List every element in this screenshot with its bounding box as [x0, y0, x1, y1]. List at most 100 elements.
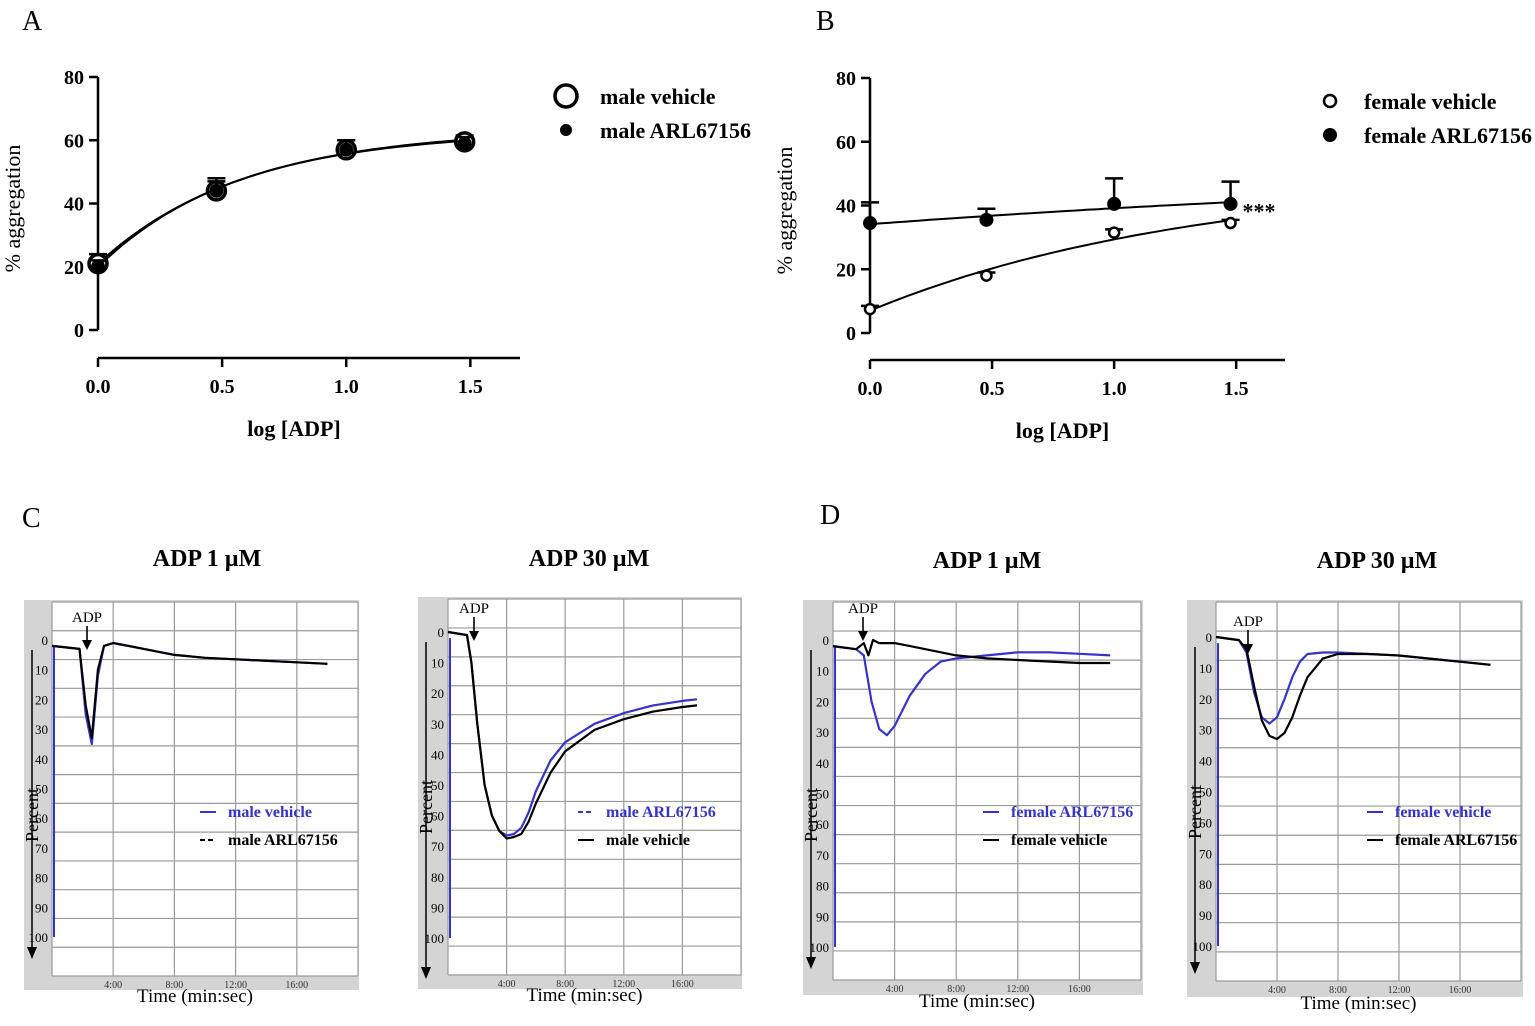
y-axis-label: % aggregation: [772, 147, 797, 275]
y-tick-label: 60: [431, 809, 444, 824]
x-axis-label: Time (min:sec): [137, 986, 253, 1007]
y-tick-label: 70: [35, 841, 48, 856]
y-arrow-head: [27, 947, 37, 959]
y-tick-label: 60: [836, 132, 856, 154]
y-tick-label: 50: [816, 787, 829, 802]
y-tick-label: 90: [1199, 908, 1212, 923]
data-point: [980, 269, 993, 282]
x-tick-label: 16:00: [1449, 985, 1472, 996]
x-axis-label: Time (min:sec): [527, 985, 643, 1006]
y-tick-label: 20: [431, 686, 444, 701]
x-tick-label: 16:00: [1068, 984, 1091, 995]
y-tick-label: 0: [823, 633, 830, 648]
adp-arrow-head: [858, 631, 868, 641]
y-arrow-head: [421, 967, 431, 979]
plot-area: [448, 599, 741, 975]
panel-label-a: A: [22, 6, 43, 37]
adp-arrow-head: [82, 640, 92, 650]
legend-label: male ARL67156: [600, 118, 751, 143]
y-tick-label: 80: [431, 870, 444, 885]
x-tick-label: 1.5: [458, 376, 483, 398]
legend-label: female ARL67156: [1011, 804, 1133, 821]
adp-event-label: ADP: [459, 601, 489, 617]
y-tick-label: 60: [35, 811, 48, 826]
panel-label-c: C: [22, 503, 41, 534]
y-tick-label: 60: [816, 817, 829, 832]
data-point: [1107, 226, 1121, 239]
y-tick-label: 40: [64, 194, 84, 216]
data-point: [91, 259, 105, 274]
y-tick-label: 50: [431, 778, 444, 793]
x-tick-label: 12:00: [612, 979, 635, 990]
legend-marker: [560, 124, 572, 136]
trace-title: ADP 30 µM: [1317, 548, 1437, 574]
x-axis-label: Time (min:sec): [1301, 993, 1417, 1014]
fit-line-female-arl67156: [869, 201, 1231, 226]
plot-area: [1216, 602, 1521, 981]
y-tick-label: 80: [64, 67, 84, 89]
y-arrow-head: [1190, 962, 1200, 974]
legend-label: female ARL67156: [1364, 123, 1532, 148]
y-tick-label: 20: [1199, 692, 1212, 707]
y-tick-label: 90: [35, 900, 48, 915]
x-axis-label: log [ADP]: [247, 416, 340, 441]
legend-label: male vehicle: [228, 804, 312, 821]
legend-marker: [1322, 93, 1338, 109]
x-tick-label: 0.0: [86, 376, 111, 398]
data-point: [457, 136, 472, 151]
data-point: [863, 216, 877, 231]
series-female-arl67156: [861, 177, 1240, 231]
legend-label: male vehicle: [606, 832, 690, 849]
adp-arrow-head: [469, 631, 479, 641]
x-tick-label: 8:00: [166, 980, 184, 991]
legend-label: male ARL67156: [606, 804, 716, 821]
data-point: [1224, 216, 1237, 230]
legend-label: female ARL67156: [1395, 832, 1517, 849]
y-tick-label: 90: [431, 900, 444, 915]
x-tick-label: 0.5: [210, 376, 235, 398]
y-tick-label: 0: [74, 320, 84, 342]
y-tick-label: 30: [431, 717, 444, 732]
trace-title: ADP 30 µM: [529, 546, 649, 572]
legend-marker: [553, 83, 579, 109]
chart-panel-a: 0 20 40 60 80 0.0 0.5 1.0 1.5 log [ADP] % aggregat…: [0, 67, 751, 441]
x-tick-label: 4:00: [886, 984, 904, 995]
y-tick-label: 50: [1199, 785, 1212, 800]
y-tick-label: 60: [64, 130, 84, 152]
y-tick-label: 20: [836, 259, 856, 281]
y-tick-label: 20: [816, 694, 829, 709]
y-axis-label: % aggregation: [0, 145, 25, 273]
x-tick-label: 16:00: [671, 979, 694, 990]
fit-line-female-vehicle: [869, 219, 1231, 312]
x-tick-label: 12:00: [1388, 985, 1411, 996]
y-tick-label: 0: [1206, 630, 1213, 645]
y-tick-label: 80: [816, 879, 829, 894]
y-tick-label: 40: [816, 756, 829, 771]
series-male-vehicle: [87, 131, 476, 275]
y-tick-label: 20: [64, 257, 84, 279]
x-axis-label: Time (min:sec): [919, 991, 1035, 1012]
data-point: [979, 212, 994, 227]
chart-panel-d-adp1: ADP 1 µM 0 10 20 30 40 50 60 70 80 90 100 4:00 8:00 12…: [801, 548, 1143, 1012]
x-tick-label: 4:00: [1268, 985, 1286, 996]
y-tick-label: 100: [810, 940, 830, 955]
trace-line-male-vehicle: [447, 630, 698, 840]
panel-label-d: D: [820, 500, 840, 531]
chart-panel-b: 0 20 40 60 80 0.0 0.5 1.0 1.5 log [ADP] % aggregat…: [772, 68, 1532, 443]
y-tick-label: 30: [35, 722, 48, 737]
y-tick-label: 40: [836, 196, 856, 218]
y-tick-label: 70: [1199, 846, 1212, 861]
fit-line-male-arl67156: [97, 139, 465, 268]
legend-label: male vehicle: [600, 84, 716, 109]
y-tick-label: 40: [35, 752, 48, 767]
data-point: [863, 302, 877, 316]
y-tick-label: 70: [816, 848, 829, 863]
x-tick-label: 8:00: [1329, 985, 1347, 996]
data-point: [1107, 196, 1122, 211]
y-tick-label: 10: [431, 656, 444, 671]
y-tick-label: 0: [846, 323, 856, 345]
y-arrow-head: [806, 957, 816, 969]
y-tick-label: 100: [1193, 939, 1213, 954]
y-tick-label: 0: [438, 625, 445, 640]
y-tick-label: 10: [816, 664, 829, 679]
